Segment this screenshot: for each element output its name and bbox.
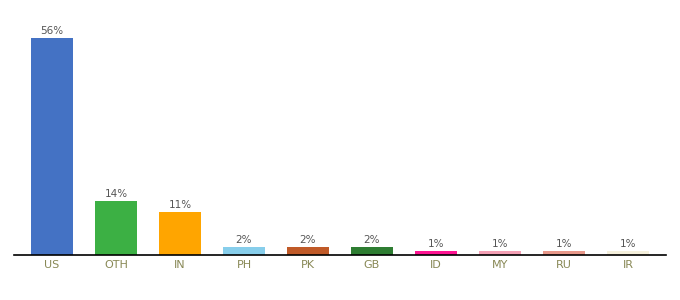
Text: 1%: 1%: [428, 239, 444, 249]
Bar: [607, 251, 649, 255]
Bar: [415, 251, 457, 255]
Text: 56%: 56%: [40, 26, 63, 36]
Text: 2%: 2%: [236, 235, 252, 245]
Bar: [351, 247, 393, 255]
Text: 1%: 1%: [492, 239, 508, 249]
Bar: [479, 251, 521, 255]
Text: 11%: 11%: [169, 200, 192, 211]
Bar: [95, 201, 137, 255]
Text: 14%: 14%: [105, 189, 128, 199]
Text: 1%: 1%: [619, 239, 636, 249]
Bar: [223, 247, 265, 255]
Bar: [543, 251, 585, 255]
Text: 1%: 1%: [556, 239, 573, 249]
Bar: [31, 38, 73, 255]
Bar: [287, 247, 329, 255]
Bar: [159, 212, 201, 255]
Text: 2%: 2%: [364, 235, 380, 245]
Text: 2%: 2%: [300, 235, 316, 245]
